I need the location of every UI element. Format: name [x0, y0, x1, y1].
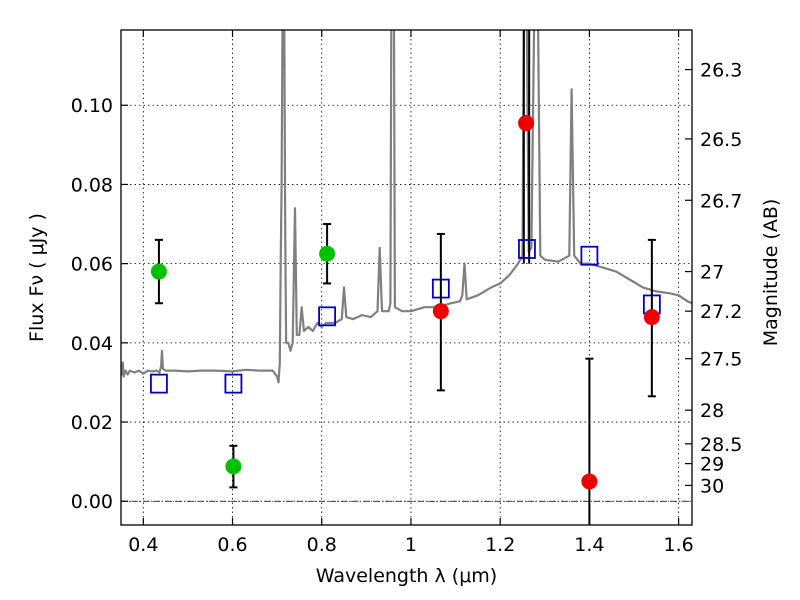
- model-square: [518, 239, 536, 259]
- y-tick-label: 0.06: [71, 254, 113, 276]
- y-tick-label: 0.08: [71, 174, 113, 196]
- right-tick-label: 26.7: [700, 190, 742, 212]
- y-tick-label: 0.10: [71, 95, 113, 117]
- x-tick-label: 1.6: [664, 534, 694, 556]
- right-tick-label: 30: [700, 475, 724, 497]
- x-tick-label: 0.8: [307, 534, 337, 556]
- red-point: [643, 309, 660, 326]
- x-tick-label: 1.4: [574, 534, 604, 556]
- x-tick-label: 1: [405, 534, 417, 556]
- green-point: [319, 245, 336, 262]
- model-square: [150, 373, 168, 394]
- right-tick-label: 28.5: [700, 434, 742, 456]
- x-axis-title: Wavelength λ (μm): [316, 565, 497, 587]
- spectrum-line: [121, 30, 692, 384]
- y-tick-label: 0.04: [71, 333, 113, 355]
- y-tick-label: 0.00: [71, 491, 113, 513]
- red-point: [581, 473, 598, 490]
- model-square: [580, 245, 599, 266]
- line-markers: [522, 30, 531, 264]
- right-tick-label: 27.2: [700, 301, 742, 323]
- green-point: [150, 263, 167, 280]
- x-tick-label: 0.6: [217, 534, 247, 556]
- y-axis-title: Flux Fν ( μJy ): [26, 213, 48, 342]
- right-tick-label: 27.5: [700, 349, 742, 371]
- x-axis-ticks: 0.4 0.6 0.8 1 1.2 1.4 1.6: [128, 30, 694, 556]
- model-square: [224, 373, 243, 394]
- right-tick-label: 27: [700, 262, 724, 284]
- y-axis-ticks: 0.00 0.02 0.04 0.06 0.08 0.10: [71, 95, 128, 513]
- x-tick-label: 0.4: [128, 534, 158, 556]
- red-point: [518, 115, 535, 132]
- right-axis-title: Magnitude (AB): [760, 199, 782, 347]
- green-point: [225, 458, 242, 475]
- right-tick-label: 29: [700, 454, 724, 476]
- spectrum-series: [121, 30, 692, 384]
- red-point: [432, 303, 449, 320]
- right-tick-label: 26.3: [700, 60, 742, 82]
- photometry-points: [150, 115, 660, 490]
- x-tick-label: 1.2: [485, 534, 515, 556]
- right-tick-label: 28: [700, 400, 724, 422]
- right-tick-label: 26.5: [700, 129, 742, 151]
- y-tick-label: 0.02: [71, 412, 113, 434]
- model-square: [318, 306, 336, 327]
- plot-frame: [120, 29, 693, 526]
- grid: [121, 30, 692, 525]
